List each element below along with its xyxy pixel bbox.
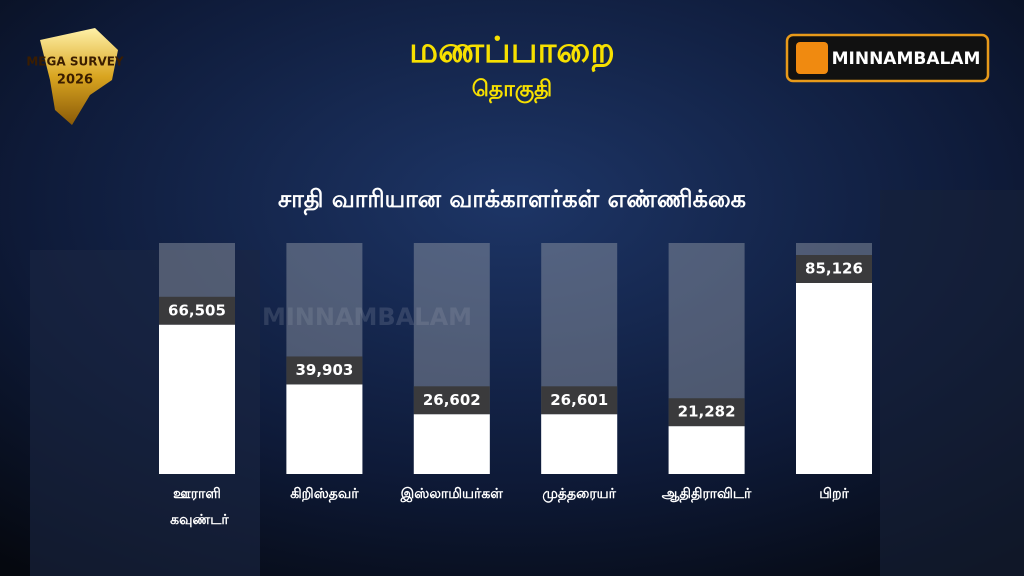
value-box <box>796 255 872 283</box>
bar <box>668 426 745 474</box>
x-tick-label: இஸ்லாமியர்கள் <box>400 486 504 502</box>
bg-building <box>880 190 1024 576</box>
x-tick-label: முத்தரையர் <box>542 486 616 503</box>
value-box <box>413 386 490 415</box>
logo-text: MEGA SURVEY <box>26 55 124 69</box>
chart-title: சாதி வாரியான வாக்காளர்கள் எண்ணிக்கை <box>278 185 746 216</box>
value-label: 21,282 <box>678 403 736 421</box>
bar <box>796 283 872 474</box>
page-title: மணப்பாறை <box>409 30 615 72</box>
bar <box>541 414 618 474</box>
value-label: 26,602 <box>423 391 481 409</box>
bar <box>286 384 363 474</box>
logo-year: 2026 <box>57 73 93 88</box>
logo-map <box>40 28 118 125</box>
value-box <box>668 398 745 427</box>
x-tick-label: பிறர் <box>819 486 849 502</box>
value-box <box>159 296 235 325</box>
watermark: MINNAMBALAM <box>262 303 472 331</box>
x-tick-label: கிறிஸ்தவர் <box>290 486 359 503</box>
bar <box>413 414 490 474</box>
value-label: 85,126 <box>805 260 863 278</box>
value-label: 26,601 <box>550 391 608 409</box>
brand-icon <box>796 42 828 74</box>
brand-badge <box>785 33 990 83</box>
bar <box>159 324 235 474</box>
x-tick-label: ஆதிதிராவிடர் <box>662 486 752 503</box>
brand-name: MINNAMBALAM <box>832 49 981 69</box>
value-box <box>541 386 618 415</box>
page-subtitle: தொகுதி <box>472 77 552 104</box>
x-tick-label: ஊராளி கவுண்டர் <box>165 486 229 528</box>
value-box <box>286 356 363 385</box>
value-label: 66,505 <box>168 301 226 319</box>
value-label: 39,903 <box>295 361 353 379</box>
